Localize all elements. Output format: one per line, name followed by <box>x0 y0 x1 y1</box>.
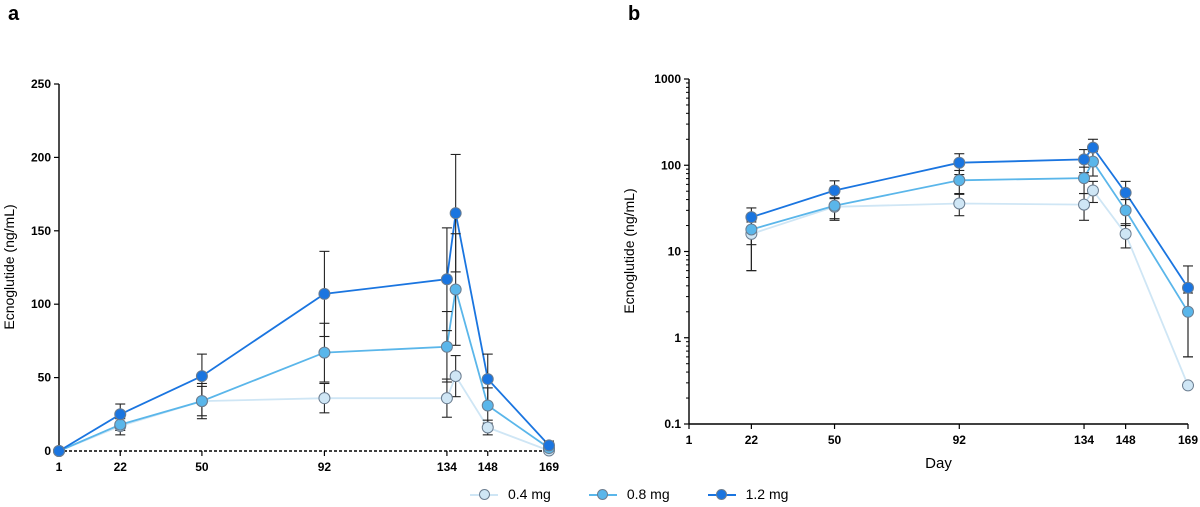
data-point <box>449 207 462 220</box>
y-tick-label: 0 <box>44 444 51 458</box>
y-tick-label: 1000 <box>654 72 681 86</box>
chart-panel-a: a0501001502002501225092134148169DayEcnog… <box>1 3 559 474</box>
data-point <box>1182 305 1194 318</box>
data-point <box>440 392 453 405</box>
legend-marker-icon <box>588 487 617 501</box>
y-axis-title: Ecnoglutide (ng/mL) <box>1 204 17 329</box>
data-point <box>953 156 966 169</box>
legend-item-0-4mg: 0.4 mg <box>470 486 551 502</box>
data-point <box>318 346 331 359</box>
x-tick-label: 92 <box>953 433 967 447</box>
legend-label: 0.4 mg <box>508 486 551 502</box>
data-point <box>449 370 462 383</box>
legend-item-0-8mg: 0.8 mg <box>588 486 670 502</box>
x-tick-label: 134 <box>1074 433 1094 447</box>
data-point <box>1086 184 1099 197</box>
y-tick-label: 10 <box>668 245 682 259</box>
series-line-04mg <box>751 188 1189 386</box>
data-point <box>481 421 494 434</box>
data-point <box>953 174 966 187</box>
x-tick-label: 148 <box>478 460 498 474</box>
data-point <box>440 340 453 353</box>
series-line-12mg <box>58 213 550 452</box>
data-point <box>953 197 966 210</box>
legend-marker-icon <box>470 487 498 501</box>
data-point <box>114 408 127 421</box>
series-line-12mg <box>751 146 1189 289</box>
legend: 0.4 mg 0.8 mg 1.2 mg <box>470 486 788 502</box>
legend-label: 0.8 mg <box>626 486 670 502</box>
data-point <box>195 395 208 408</box>
y-tick-label: 100 <box>31 297 51 311</box>
y-tick-label: 200 <box>31 150 51 164</box>
data-point <box>745 211 758 224</box>
legend-marker-icon <box>707 487 736 501</box>
y-tick-label: 100 <box>661 158 681 172</box>
y-tick-label: 50 <box>38 371 52 385</box>
x-tick-label: 134 <box>437 460 457 474</box>
x-tick-label: 1 <box>56 460 63 474</box>
y-tick-label: 0.1 <box>664 417 681 431</box>
data-point <box>543 439 555 452</box>
x-tick-label: 169 <box>539 460 559 474</box>
panel-label: a <box>8 3 20 25</box>
x-tick-label: 148 <box>1116 433 1136 447</box>
y-tick-label: 1 <box>674 331 681 345</box>
data-point <box>1119 204 1132 217</box>
data-point <box>1119 186 1132 199</box>
data-point <box>1182 281 1194 294</box>
data-point <box>449 283 462 296</box>
series-line-08mg <box>58 289 550 452</box>
data-point <box>481 373 494 386</box>
x-tick-label: 22 <box>745 433 759 447</box>
data-point <box>1078 198 1091 211</box>
data-point <box>195 370 208 383</box>
data-point <box>1078 172 1091 185</box>
data-point <box>828 184 841 197</box>
x-tick-label: 22 <box>114 460 128 474</box>
y-axis-title: Ecnoglutide (ng/mL) <box>621 188 637 313</box>
panel-label: b <box>628 3 640 25</box>
data-point <box>1078 153 1091 166</box>
data-point <box>53 445 65 457</box>
x-tick-label: 1 <box>686 433 693 447</box>
chart-figure: a0501001502002501225092134148169DayEcnog… <box>1 3 1198 474</box>
data-point <box>1182 379 1194 392</box>
data-point <box>440 273 453 286</box>
data-point <box>114 418 127 431</box>
x-tick-label: 50 <box>195 460 209 474</box>
data-point <box>481 399 494 412</box>
data-point <box>745 223 758 236</box>
data-point <box>318 287 331 300</box>
x-axis-title: Day <box>925 455 952 472</box>
y-tick-label: 150 <box>31 224 51 238</box>
legend-item-1-2mg: 1.2 mg <box>707 486 789 502</box>
chart-panel-b: b 0.1 1 10 100 1000 1 22 50 92 134 148 169 Day Ecnoglu… <box>621 3 1198 472</box>
x-tick-label: 92 <box>318 460 332 474</box>
data-point <box>828 199 841 212</box>
x-tick-label: 169 <box>1178 433 1198 447</box>
x-tick-label: 50 <box>828 433 842 447</box>
data-point <box>1119 227 1132 240</box>
data-point <box>1086 141 1099 154</box>
data-point <box>318 392 331 405</box>
legend-label: 1.2 mg <box>745 486 789 502</box>
y-tick-label: 250 <box>31 77 51 91</box>
series-line-04mg <box>58 374 550 452</box>
